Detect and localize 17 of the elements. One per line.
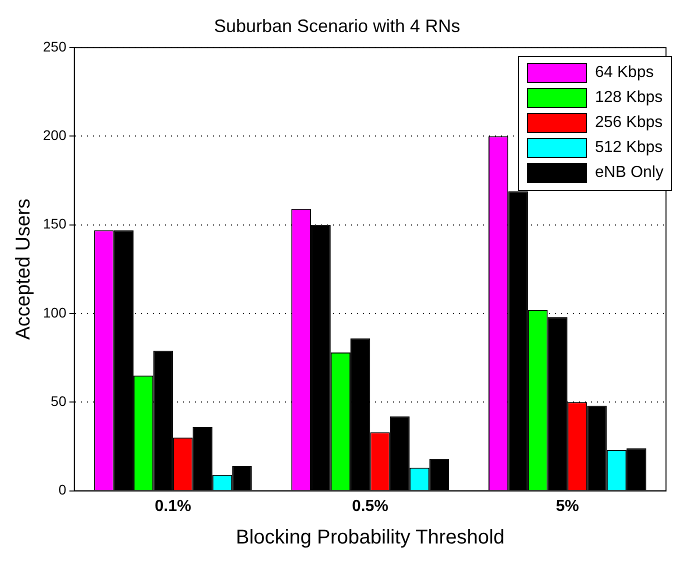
y-tick-label: 0 <box>58 482 67 498</box>
legend-label: eNB Only <box>595 164 664 182</box>
x-tick-label: 5% <box>556 498 579 515</box>
legend-label: 512 Kbps <box>595 139 663 158</box>
y-tick-label: 100 <box>43 304 67 320</box>
y-axis-title: Accepted Users <box>12 198 35 340</box>
x-axis-title: Blocking Probability Threshold <box>236 526 505 549</box>
y-tick-label: 150 <box>43 216 67 232</box>
x-tick-label: 0.1% <box>154 498 192 515</box>
chart-title: Suburban Scenario with 4 RNs <box>214 16 460 36</box>
x-tick-label: 0.5% <box>352 498 388 515</box>
y-tick-label: 200 <box>43 127 67 144</box>
legend-label: 64 Kbps <box>595 64 654 82</box>
legend-label: 256 Kbps <box>595 114 663 132</box>
legend-label: 128 Kbps <box>595 89 663 108</box>
y-tick-label: 50 <box>50 393 67 410</box>
y-tick-label: 250 <box>43 38 67 54</box>
